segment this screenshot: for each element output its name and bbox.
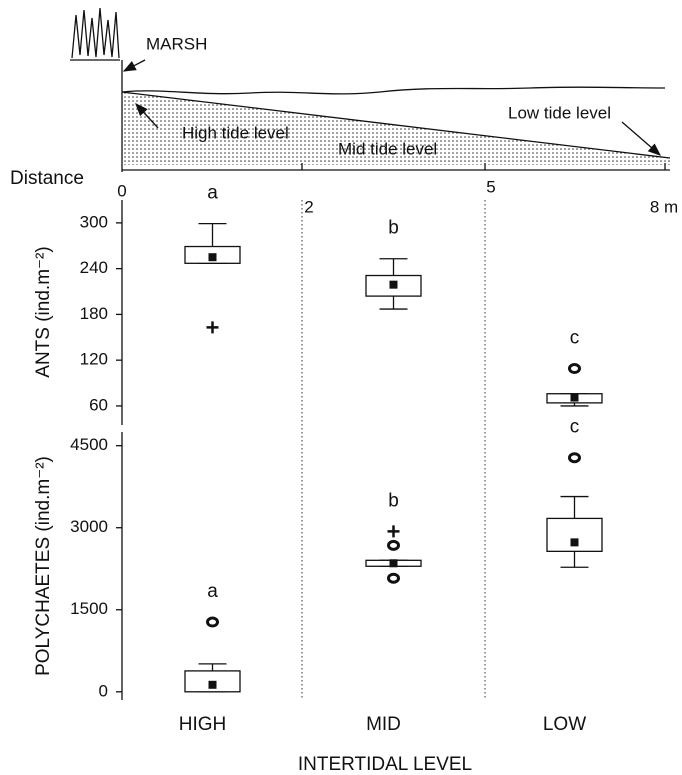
outlier: [206, 616, 219, 628]
outlier: [387, 572, 400, 584]
y-tick-label: 240: [80, 258, 108, 277]
y-axis-label: ANTS (ind.m⁻²): [33, 246, 54, 377]
y-tick-label: 1500: [70, 599, 108, 618]
sediment: [122, 92, 670, 165]
distance-ticks: [301, 163, 666, 170]
distance-tick-label: 0: [117, 181, 126, 200]
high-tide-arrow: [135, 103, 159, 129]
high-tide-label: High tide level: [182, 123, 289, 142]
y-tick-label: 0: [99, 681, 108, 700]
distance-tick-label: 2: [304, 197, 313, 216]
outlier: [387, 539, 400, 551]
significance-letter: b: [388, 218, 399, 239]
low-tide-arrow: [621, 121, 661, 156]
y-axis-label: POLYCHAETES (ind.m⁻²): [33, 456, 54, 676]
marsh-grass: [70, 7, 120, 61]
mid-tide-label: Mid tide level: [338, 139, 437, 158]
level-separator: [301, 200, 486, 700]
water-surface: [121, 86, 666, 95]
y-tick-label: 300: [80, 212, 108, 231]
mean-marker: [389, 280, 398, 289]
box: [546, 517, 603, 552]
low-tide-label: Low tide level: [508, 103, 611, 122]
shore-profile: [121, 60, 671, 172]
y-tick-label: 60: [89, 395, 108, 414]
significance-letter: a: [207, 581, 218, 602]
y-tick-label: 3000: [70, 517, 108, 536]
outlier: [568, 363, 581, 375]
x-tick-label: LOW: [543, 714, 586, 735]
extreme: [387, 525, 400, 538]
y-tick-label: 120: [80, 350, 108, 369]
significance-letter: c: [570, 417, 580, 438]
marsh-label: MARSH: [146, 34, 207, 53]
mean-marker: [389, 559, 398, 568]
outlier: [568, 452, 581, 464]
x-axis-label: INTERTIDAL LEVEL: [298, 754, 472, 775]
mean-marker: [570, 538, 579, 547]
x-tick-label: MID: [366, 714, 401, 735]
y-tick-label: 180: [80, 304, 108, 323]
mean-marker: [570, 393, 579, 402]
distance-tick-label: 8 m: [650, 197, 678, 216]
distance-tick-label: 5: [486, 177, 495, 196]
significance-letter: a: [207, 183, 218, 204]
y-tick-label: 4500: [70, 435, 108, 454]
mean-marker: [208, 253, 217, 262]
significance-letter: b: [388, 490, 399, 511]
distance-label: Distance: [10, 168, 84, 189]
shore-diagram: MARSH High tide level Mid tide level Low…: [10, 7, 678, 216]
marsh-arrow: [122, 59, 146, 72]
significance-letter: c: [570, 328, 580, 349]
extreme: [206, 321, 219, 334]
x-tick-label: HIGH: [179, 714, 227, 735]
mean-marker: [208, 680, 217, 689]
